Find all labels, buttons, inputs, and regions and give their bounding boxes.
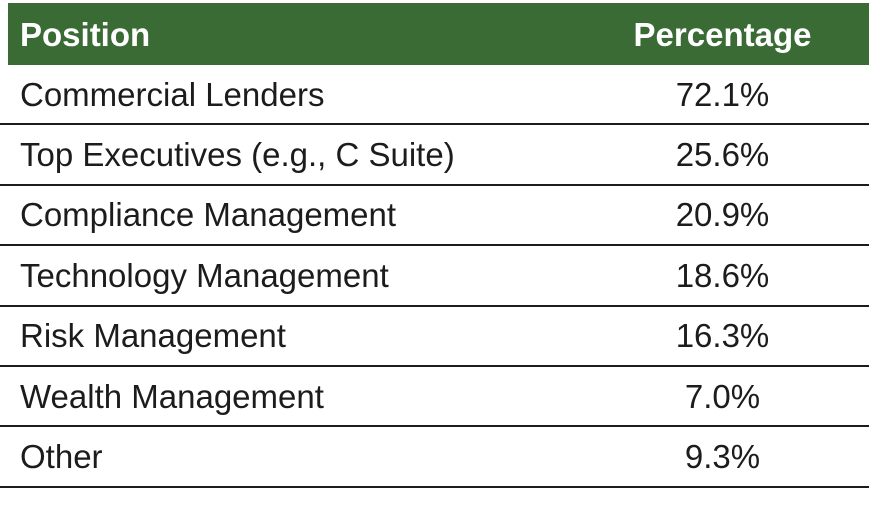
- table-row: Compliance Management 20.9%: [0, 185, 869, 247]
- table-row: Technology Management 18.6%: [0, 246, 869, 307]
- percentage-column-header: Percentage: [633, 15, 812, 53]
- table-row: Risk Management 16.3%: [0, 306, 869, 367]
- table-body: Commercial Lenders 72.1% Top Executives …: [0, 65, 869, 488]
- position-cell: Technology Management: [20, 256, 389, 294]
- table-row: Commercial Lenders 72.1%: [0, 65, 869, 126]
- percentage-cell: 18.6%: [675, 256, 770, 294]
- percentage-cell: 16.3%: [675, 317, 770, 355]
- table-row: Other 9.3%: [0, 427, 869, 488]
- position-cell: Risk Management: [20, 317, 286, 355]
- percentage-cell: 9.3%: [684, 438, 761, 476]
- position-cell: Wealth Management: [20, 377, 324, 415]
- percentage-cell: 25.6%: [675, 136, 770, 174]
- table-row: Wealth Management 7.0%: [0, 366, 869, 428]
- position-cell: Other: [20, 438, 103, 476]
- position-cell: Compliance Management: [20, 196, 397, 234]
- position-cell: Commercial Lenders: [20, 75, 325, 113]
- percentage-cell: 72.1%: [675, 75, 770, 113]
- percentage-cell: 7.0%: [684, 377, 761, 415]
- position-percentage-table: Position Percentage Commercial Lenders 7…: [0, 3, 869, 488]
- table-row: Top Executives (e.g., C Suite) 25.6%: [0, 125, 869, 186]
- position-column-header: Position: [20, 15, 151, 53]
- position-cell: Top Executives (e.g., C Suite): [20, 136, 455, 174]
- percentage-cell: 20.9%: [675, 196, 770, 234]
- table-header-row: Position Percentage: [8, 3, 869, 65]
